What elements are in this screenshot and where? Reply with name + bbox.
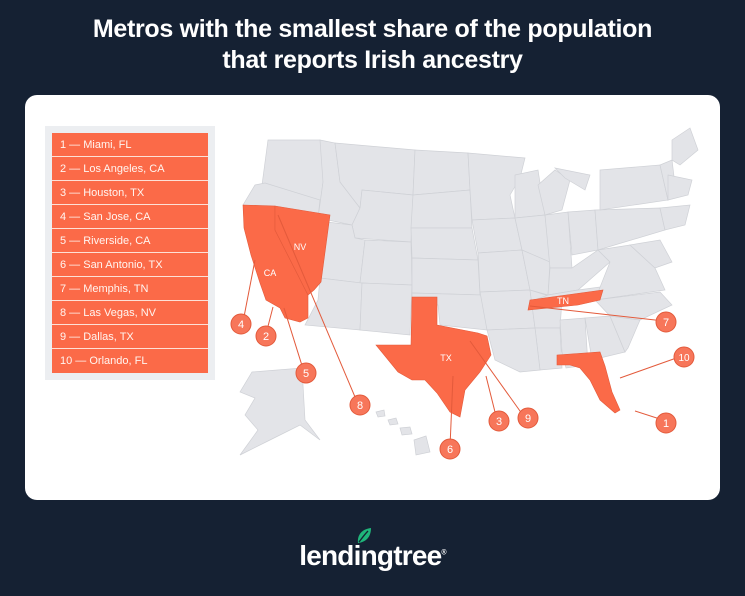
legend-item-5[interactable]: 5 — Riverside, CA <box>52 229 208 253</box>
legend-item-8[interactable]: 8 — Las Vegas, NV <box>52 301 208 325</box>
brand-name: lendingtree <box>299 540 442 571</box>
state-labels: CA NV TX TN FL <box>264 242 629 395</box>
state-texas <box>375 296 492 418</box>
svg-text:3: 3 <box>496 416 502 428</box>
marker-10[interactable]: 10 <box>673 346 695 368</box>
page-title: Metros with the smallest share of the po… <box>0 14 745 76</box>
state-tennessee <box>527 289 604 311</box>
label-tn: TN <box>557 296 569 306</box>
marker-8[interactable]: 8 <box>349 394 371 416</box>
markers: 1 2 3 4 5 6 7 8 9 10 <box>230 311 695 460</box>
svg-text:9: 9 <box>525 413 531 425</box>
marker-4[interactable]: 4 <box>230 313 252 335</box>
legend-item-6[interactable]: 6 — San Antonio, TX <box>52 253 208 277</box>
leaf-icon <box>357 528 371 543</box>
state-nevada <box>274 205 331 296</box>
svg-text:2: 2 <box>263 331 269 343</box>
map-card: CA NV TX TN FL 1 2 3 4 5 6 7 8 <box>25 95 720 500</box>
marker-2[interactable]: 2 <box>255 325 277 347</box>
highlighted-states <box>242 204 621 418</box>
marker-1[interactable]: 1 <box>655 412 677 434</box>
title-line-1: Metros with the smallest share of the po… <box>92 15 653 43</box>
svg-text:6: 6 <box>447 444 453 456</box>
label-ca: CA <box>264 268 277 278</box>
svg-text:10: 10 <box>678 353 690 364</box>
legend-item-1[interactable]: 1 — Miami, FL <box>52 133 208 157</box>
marker-6[interactable]: 6 <box>439 438 461 460</box>
registered-mark: ® <box>441 549 446 557</box>
legend-item-10[interactable]: 10 — Orlando, FL <box>52 349 208 373</box>
label-fl: FL <box>618 385 629 395</box>
svg-text:5: 5 <box>303 368 309 380</box>
title-line-2: that reports Irish ancestry <box>222 46 523 74</box>
label-tx: TX <box>440 353 452 363</box>
ranking-legend: 1 — Miami, FL 2 — Los Angeles, CA 3 — Ho… <box>45 126 215 380</box>
marker-9[interactable]: 9 <box>517 407 539 429</box>
marker-7[interactable]: 7 <box>655 311 677 333</box>
legend-item-3[interactable]: 3 — Houston, TX <box>52 181 208 205</box>
legend-item-2[interactable]: 2 — Los Angeles, CA <box>52 157 208 181</box>
legend-item-7[interactable]: 7 — Memphis, TN <box>52 277 208 301</box>
svg-text:8: 8 <box>357 400 363 412</box>
label-nv: NV <box>294 242 307 252</box>
brand-logo: lendingtree® <box>0 528 745 572</box>
legend-item-9[interactable]: 9 — Dallas, TX <box>52 325 208 349</box>
legend-item-4[interactable]: 4 — San Jose, CA <box>52 205 208 229</box>
svg-text:7: 7 <box>663 317 669 329</box>
state-florida <box>556 351 621 414</box>
marker-3[interactable]: 3 <box>488 410 510 432</box>
base-states <box>239 127 699 456</box>
us-map: CA NV TX TN FL 1 2 3 4 5 6 7 8 <box>230 127 699 460</box>
marker-5[interactable]: 5 <box>295 362 317 384</box>
svg-text:4: 4 <box>238 319 244 331</box>
svg-text:1: 1 <box>663 418 669 430</box>
